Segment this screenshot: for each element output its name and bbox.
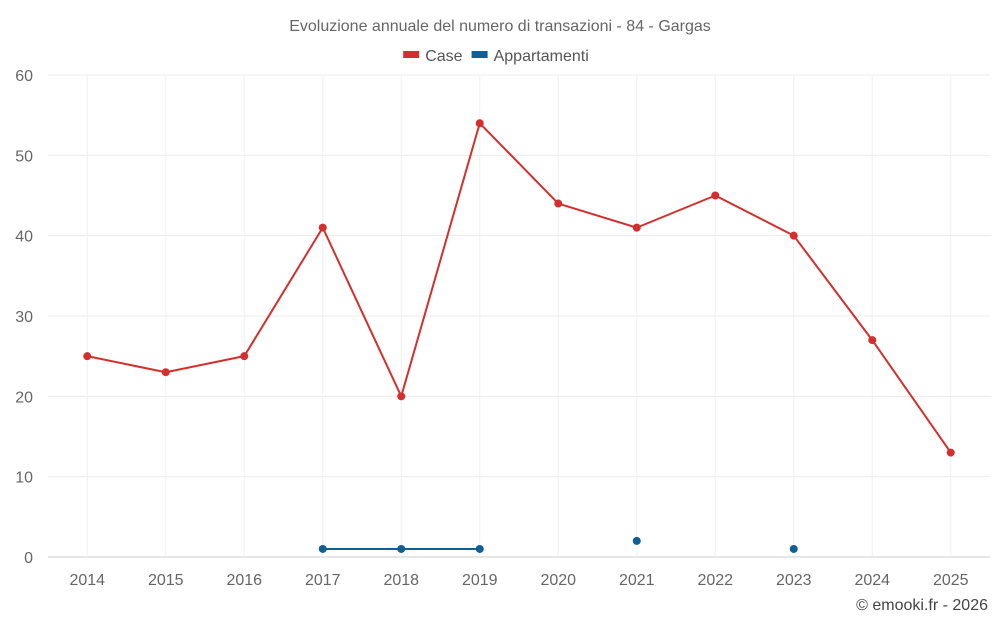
x-tick-label: 2016 <box>226 572 262 589</box>
legend: Case Appartamenti <box>403 48 589 65</box>
y-tick-label: 0 <box>24 550 33 567</box>
series-0 <box>83 119 955 457</box>
x-tick-label: 2015 <box>148 572 184 589</box>
x-tick-label: 2020 <box>540 572 576 589</box>
series-group <box>83 119 955 553</box>
y-tick-label: 60 <box>15 68 33 85</box>
grid <box>48 74 990 558</box>
y-tick-label: 40 <box>15 229 33 246</box>
x-tick-label: 2017 <box>305 572 341 589</box>
x-tick-label: 2024 <box>854 572 890 589</box>
data-point <box>161 368 170 377</box>
data-point <box>475 119 484 128</box>
data-point <box>397 544 406 553</box>
data-point <box>632 223 641 232</box>
x-tick-label: 2025 <box>933 572 969 589</box>
legend-label: Appartamenti <box>494 48 589 65</box>
legend-item: Case <box>403 48 463 65</box>
data-point <box>868 336 877 345</box>
data-point <box>632 536 641 545</box>
legend-swatch <box>403 51 420 58</box>
data-point <box>711 191 720 200</box>
x-axis: 2014 2015 2016 2017 2018 2019 2020 2021 2022 2023… <box>69 572 968 589</box>
series-1 <box>318 536 798 553</box>
data-point <box>318 223 327 232</box>
data-point <box>554 199 563 208</box>
x-tick-label: 2023 <box>776 572 812 589</box>
credit-text: © emooki.fr - 2026 <box>856 597 988 614</box>
data-point <box>475 544 484 553</box>
legend-item: Appartamenti <box>471 48 589 65</box>
y-tick-label: 20 <box>15 389 33 406</box>
legend-label: Case <box>425 48 462 65</box>
data-point <box>318 544 327 553</box>
data-point <box>789 544 798 553</box>
x-tick-label: 2022 <box>697 572 733 589</box>
x-tick-label: 2021 <box>619 572 655 589</box>
y-axis: 0 10 20 30 40 50 60 <box>15 68 33 567</box>
series-line <box>87 122 952 454</box>
data-point <box>240 352 249 361</box>
data-point <box>83 352 92 361</box>
x-tick-label: 2018 <box>383 572 419 589</box>
data-point <box>946 448 955 457</box>
y-tick-label: 50 <box>15 148 33 165</box>
chart-title: Evoluzione annuale del numero di transaz… <box>289 18 711 35</box>
legend-swatch <box>471 51 488 58</box>
data-point <box>789 231 798 240</box>
y-tick-label: 30 <box>15 309 33 326</box>
x-tick-label: 2019 <box>462 572 498 589</box>
x-tick-label: 2014 <box>69 572 105 589</box>
y-tick-label: 10 <box>15 470 33 487</box>
data-point <box>397 392 406 401</box>
